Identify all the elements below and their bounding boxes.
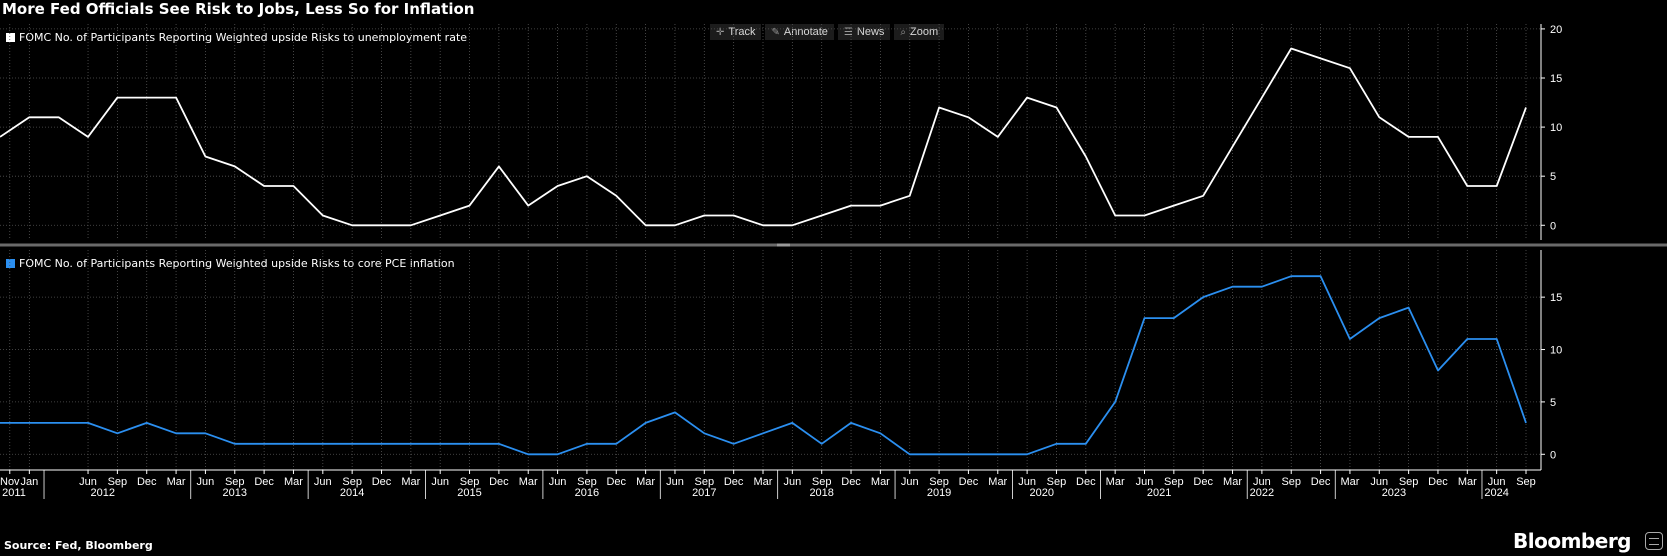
- source-note: Source: Fed, Bloomberg: [4, 539, 153, 552]
- y-tick-label: 5: [1550, 171, 1556, 183]
- zoom-icon: ⌕: [900, 26, 907, 38]
- x-tick-label: Jun: [666, 476, 684, 488]
- x-year-label: 2020: [1030, 487, 1054, 499]
- y-tick-label: 15: [1550, 292, 1562, 304]
- legend-swatch-unemployment: [6, 33, 15, 42]
- x-tick-label: Dec: [489, 476, 509, 488]
- x-tick-label: Dec: [841, 476, 861, 488]
- x-tick-label: Mar: [988, 476, 1007, 488]
- x-tick-label: Nov: [0, 476, 20, 488]
- x-tick-label: Dec: [1076, 476, 1096, 488]
- x-tick-label: Mar: [284, 476, 303, 488]
- x-year-label: 2019: [927, 487, 951, 499]
- y-tick-label: 10: [1550, 345, 1562, 357]
- x-tick-label: Jun: [901, 476, 919, 488]
- x-tick-label: Sep: [108, 476, 128, 488]
- x-tick-label: Dec: [1311, 476, 1331, 488]
- x-tick-label: Jun: [1018, 476, 1036, 488]
- x-tick-label: Mar: [401, 476, 420, 488]
- x-tick-label: Jun: [549, 476, 567, 488]
- bloomberg-logo: Bloomberg: [1513, 529, 1631, 553]
- x-year-label: 2013: [223, 487, 247, 499]
- x-year-label: 2014: [340, 487, 364, 499]
- legend-label-inflation: FOMC No. of Participants Reporting Weigh…: [19, 257, 455, 270]
- x-year-label: 2012: [90, 487, 114, 499]
- y-tick-label: 15: [1550, 73, 1562, 85]
- x-tick-label: Mar: [871, 476, 890, 488]
- zoom-label: Zoom: [910, 26, 939, 38]
- zoom-button[interactable]: ⌕ Zoom: [894, 24, 945, 40]
- y-tick-label: 0: [1550, 220, 1556, 232]
- news-icon: ☰: [843, 26, 853, 38]
- x-tick-label: Mar: [636, 476, 655, 488]
- x-tick-label: Sep: [1516, 476, 1536, 488]
- x-year-label: 2016: [575, 487, 599, 499]
- x-tick-label: Sep: [1164, 476, 1184, 488]
- x-tick-label: Sep: [460, 476, 480, 488]
- x-tick-label: Mar: [167, 476, 186, 488]
- x-tick-label: Sep: [577, 476, 597, 488]
- x-tick-label: Jun: [314, 476, 332, 488]
- x-tick-label: Jun: [1136, 476, 1154, 488]
- x-tick-label: Jun: [1253, 476, 1271, 488]
- x-tick-label: Sep: [1047, 476, 1067, 488]
- x-tick-label: Sep: [342, 476, 362, 488]
- x-tick-label: Dec: [959, 476, 979, 488]
- chart-title: More Fed Officials See Risk to Jobs, Les…: [2, 0, 475, 18]
- x-tick-label: Sep: [1281, 476, 1301, 488]
- x-tick-label: Sep: [929, 476, 949, 488]
- x-tick-label: Dec: [372, 476, 392, 488]
- x-year-label: 2022: [1250, 487, 1274, 499]
- x-tick-label: Jan: [20, 476, 38, 488]
- x-tick-label: Mar: [754, 476, 773, 488]
- x-year-label: 2015: [457, 487, 481, 499]
- x-year-label: 2018: [809, 487, 833, 499]
- y-tick-label: 20: [1550, 24, 1562, 36]
- x-tick-label: Dec: [724, 476, 744, 488]
- x-tick-label: Jun: [197, 476, 215, 488]
- x-tick-label: Sep: [225, 476, 245, 488]
- x-tick-label: Sep: [695, 476, 715, 488]
- series-line-inflation: [0, 275, 1527, 456]
- x-tick-label: Jun: [783, 476, 801, 488]
- x-tick-label: Jun: [79, 476, 97, 488]
- x-year-label: 2011: [2, 487, 26, 499]
- crosshair-icon: ✛: [716, 26, 725, 38]
- x-tick-label: Jun: [1370, 476, 1388, 488]
- fullscreen-icon[interactable]: [1645, 532, 1663, 550]
- x-tick-label: Mar: [1223, 476, 1242, 488]
- legend-swatch-inflation: [6, 259, 15, 268]
- x-tick-label: Jun: [431, 476, 449, 488]
- x-tick-label: Sep: [1399, 476, 1419, 488]
- legend-label-unemployment: FOMC No. of Participants Reporting Weigh…: [19, 31, 468, 44]
- x-tick-label: Mar: [519, 476, 538, 488]
- x-tick-label: Dec: [254, 476, 274, 488]
- legend-unemployment: FOMC No. of Participants Reporting Weigh…: [6, 31, 467, 44]
- x-tick-label: Mar: [1340, 476, 1359, 488]
- x-year-label: 2021: [1147, 487, 1171, 499]
- x-tick-label: Dec: [606, 476, 626, 488]
- x-tick-label: Sep: [812, 476, 832, 488]
- pencil-icon: ✎: [771, 26, 780, 38]
- y-tick-label: 5: [1550, 397, 1556, 409]
- x-tick-label: Mar: [1458, 476, 1477, 488]
- x-tick-label: Dec: [1193, 476, 1213, 488]
- x-tick-label: Dec: [137, 476, 157, 488]
- x-year-label: 2024: [1484, 487, 1508, 499]
- x-year-label: 2017: [692, 487, 716, 499]
- x-tick-label: Dec: [1428, 476, 1448, 488]
- x-tick-label: Mar: [1106, 476, 1125, 488]
- legend-inflation: FOMC No. of Participants Reporting Weigh…: [6, 257, 455, 270]
- news-label: News: [856, 26, 885, 38]
- x-year-label: 2023: [1382, 487, 1406, 499]
- series-line-unemployment: [0, 47, 1527, 227]
- y-tick-label: 0: [1550, 449, 1556, 461]
- y-tick-label: 10: [1550, 122, 1562, 134]
- x-tick-label: Jun: [1488, 476, 1506, 488]
